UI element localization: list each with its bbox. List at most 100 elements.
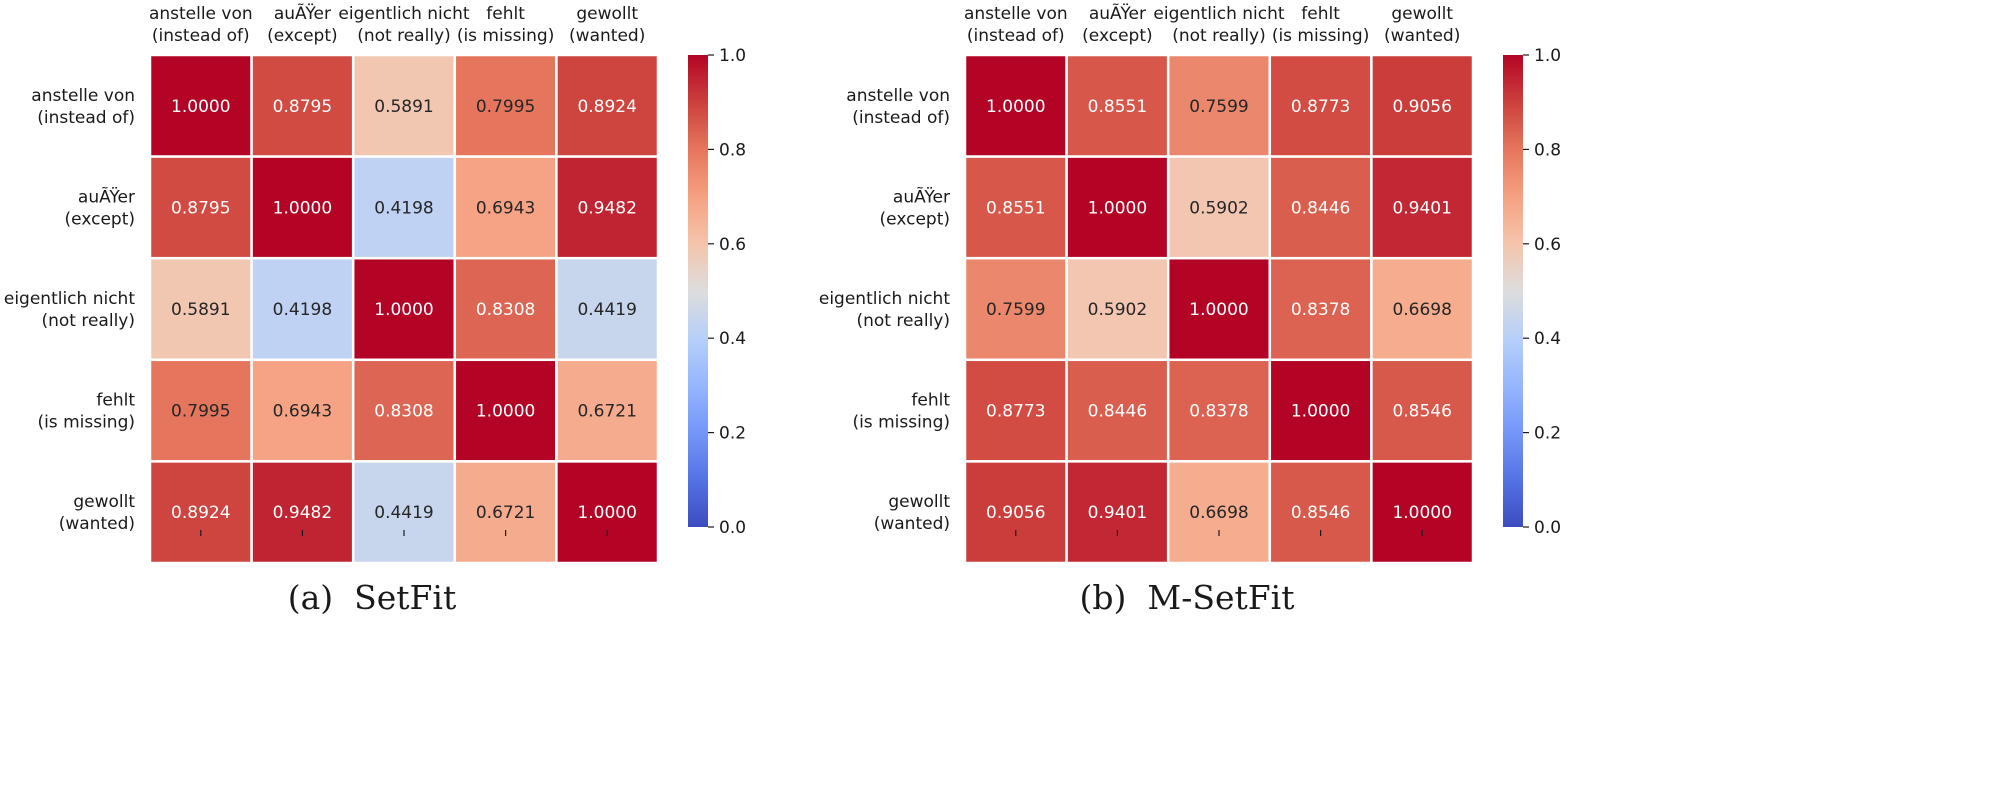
colorbar-tick-label: 0.2 — [719, 424, 746, 444]
column-label: (instead of) — [967, 26, 1065, 46]
column-label: (instead of) — [152, 26, 250, 46]
cell-value-label: 0.7599 — [986, 300, 1045, 320]
cell-value-label: 0.8446 — [1088, 402, 1147, 422]
cell-value-label: 0.8795 — [171, 198, 230, 218]
cell-value-label: 0.8546 — [1392, 402, 1451, 422]
colorbar-tick-label: 0.4 — [719, 329, 746, 349]
row-label: anstelle von — [31, 86, 135, 106]
heatmap-cell — [1065, 53, 1170, 158]
cell-value-label: 0.8773 — [986, 402, 1045, 422]
heatmap-panel-setfit: 1.0000 0.8795 0.5891 0.7995 0.8924 0.8795 1.00… — [4, 2, 746, 617]
heatmap-cell — [1268, 460, 1373, 565]
cell-value-label: 0.9401 — [1088, 503, 1147, 523]
cell-value-label: 0.8378 — [1189, 402, 1248, 422]
row-label: anstelle von — [846, 86, 950, 106]
cell-value-label: 0.4198 — [273, 300, 332, 320]
heatmap-cell — [250, 460, 355, 565]
row-label: eigentlich nicht — [819, 289, 950, 309]
cell-value-label: 0.4419 — [577, 300, 636, 320]
cell-value-label: 0.5891 — [374, 97, 433, 117]
cell-value-label: 0.6698 — [1189, 503, 1248, 523]
heatmap-cell — [963, 358, 1068, 463]
heatmap-cell — [1065, 460, 1170, 565]
heatmap-cell — [148, 53, 253, 158]
column-label: auÃŸer — [1089, 2, 1146, 24]
cell-value-label: 0.8924 — [171, 503, 230, 523]
cell-value-label: 1.0000 — [476, 402, 535, 422]
cell-value-label: 1.0000 — [1088, 198, 1147, 218]
cell-value-label: 0.8795 — [273, 97, 332, 117]
cell-value-label: 1.0000 — [1189, 300, 1248, 320]
cell-value-label: 0.6721 — [577, 402, 636, 422]
column-label: (wanted) — [569, 26, 645, 46]
cell-value-label: 0.8546 — [1291, 503, 1350, 523]
heatmap-cell — [250, 358, 355, 463]
cell-value-label: 1.0000 — [1291, 402, 1350, 422]
colorbar-tick-label: 0.0 — [719, 518, 746, 538]
row-label: (is missing) — [852, 413, 950, 433]
colorbar-tick-label: 0.4 — [1534, 329, 1561, 349]
column-label: auÃŸer — [274, 2, 331, 24]
cell-value-label: 0.9056 — [1392, 97, 1451, 117]
cell-value-label: 0.8551 — [1088, 97, 1147, 117]
cell-value-label: 1.0000 — [171, 97, 230, 117]
column-label: (is missing) — [457, 26, 555, 46]
row-label: (wanted) — [874, 514, 950, 534]
subfigure-caption: (a) SetFit — [288, 578, 457, 617]
row-label: (except) — [65, 209, 135, 229]
cell-value-label: 1.0000 — [986, 97, 1045, 117]
cell-value-label: 0.4419 — [374, 503, 433, 523]
cell-value-label: 0.6943 — [273, 402, 332, 422]
colorbar-tick-label: 1.0 — [1534, 46, 1561, 66]
heatmap-cell — [1370, 358, 1475, 463]
column-label: eigentlich nicht — [1153, 4, 1284, 24]
column-label: (not really) — [357, 26, 451, 46]
column-label: (is missing) — [1272, 26, 1370, 46]
colorbar-tick-label: 0.0 — [1534, 518, 1561, 538]
cell-value-label: 0.9482 — [577, 198, 636, 218]
cell-value-label: 1.0000 — [1392, 503, 1451, 523]
subfigure-caption: (b) M-SetFit — [1080, 578, 1295, 617]
heatmap-cell — [1268, 256, 1373, 362]
colorbar-tick-label: 0.2 — [1534, 424, 1561, 444]
row-label: auÃŸer — [78, 185, 135, 207]
cell-value-label: 0.6721 — [476, 503, 535, 523]
heatmap-cell — [351, 460, 457, 565]
row-label: fehlt — [96, 391, 135, 411]
heatmap-cell — [1065, 358, 1170, 463]
cell-value-label: 0.6943 — [476, 198, 535, 218]
heatmap-cell — [963, 256, 1068, 362]
heatmap-cell — [555, 358, 660, 463]
column-label: anstelle von — [964, 4, 1068, 24]
colorbar-tick-label: 0.8 — [1534, 140, 1561, 160]
cell-value-label: 0.5902 — [1189, 198, 1248, 218]
cell-value-label: 0.8446 — [1291, 198, 1350, 218]
heatmap-cell — [250, 53, 355, 158]
cell-value-label: 0.4198 — [374, 198, 433, 218]
heatmap-cell — [1370, 155, 1475, 260]
colorbar-tick-label: 0.8 — [719, 140, 746, 160]
cell-value-label: 0.8551 — [986, 198, 1045, 218]
row-label: (wanted) — [59, 514, 135, 534]
row-label: (except) — [880, 209, 950, 229]
heatmap-cell — [555, 155, 660, 260]
heatmap-cell — [148, 358, 253, 463]
row-label: gewollt — [888, 492, 950, 512]
colorbar-tick-label: 0.6 — [1534, 235, 1561, 255]
row-label: gewollt — [73, 492, 135, 512]
heatmap-cell — [1370, 460, 1475, 565]
cell-value-label: 0.8308 — [476, 300, 535, 320]
heatmap-cell — [250, 256, 355, 362]
column-label: (wanted) — [1384, 26, 1460, 46]
column-label: fehlt — [486, 4, 525, 24]
column-label: fehlt — [1301, 4, 1340, 24]
cell-value-label: 1.0000 — [374, 300, 433, 320]
colorbar — [688, 55, 708, 527]
heatmap-cell — [453, 256, 558, 362]
cell-value-label: 1.0000 — [273, 198, 332, 218]
column-label: (not really) — [1172, 26, 1266, 46]
heatmap-cell — [1268, 53, 1373, 158]
cell-value-label: 0.7995 — [476, 97, 535, 117]
column-label: anstelle von — [149, 4, 253, 24]
